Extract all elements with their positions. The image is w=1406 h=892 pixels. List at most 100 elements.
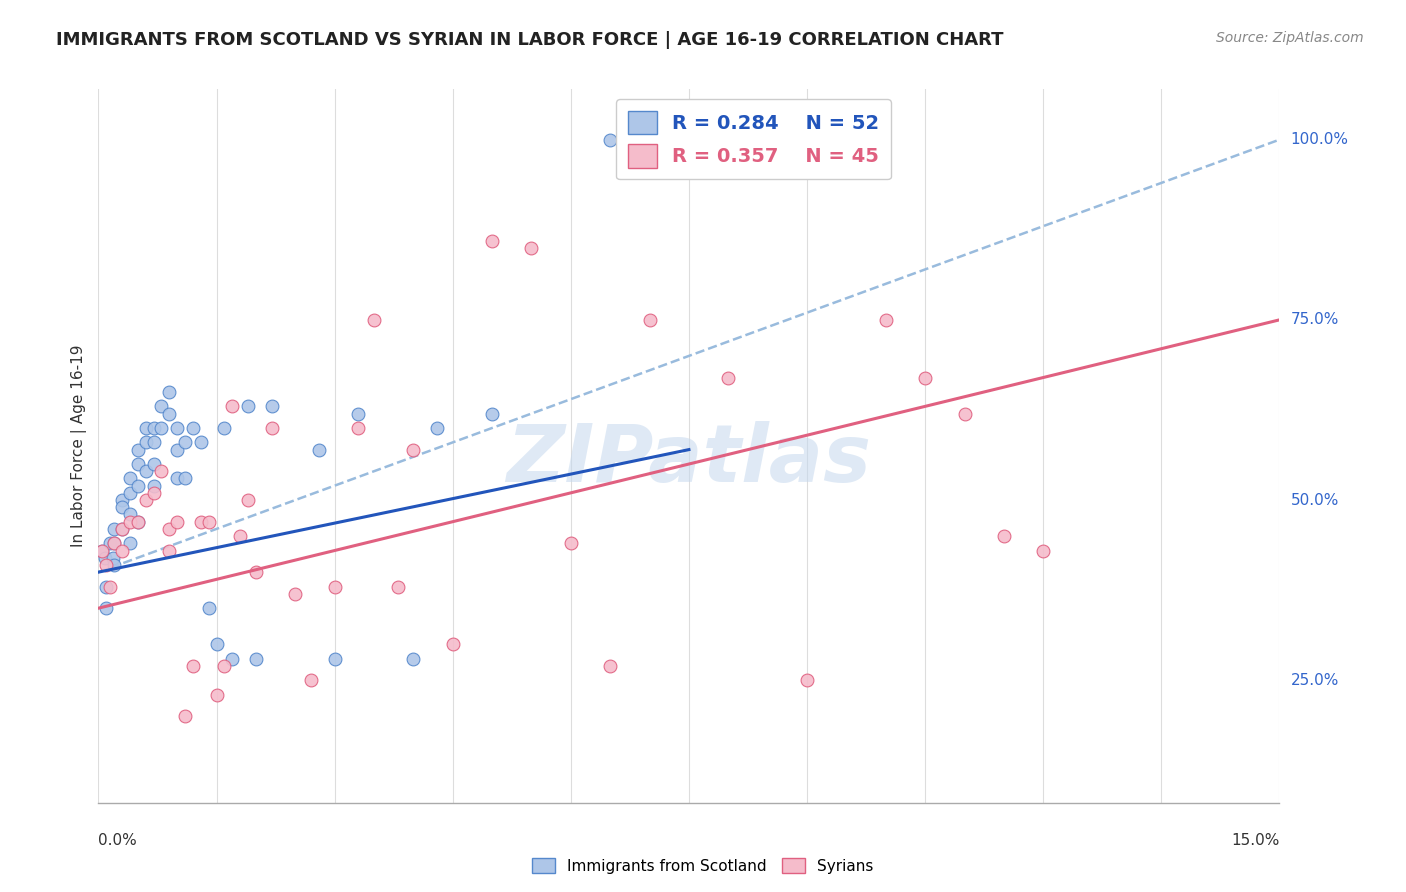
Point — [127, 478, 149, 492]
Point — [236, 400, 259, 414]
Point — [347, 421, 370, 435]
Point — [135, 421, 157, 435]
Point — [96, 580, 118, 594]
Point — [118, 471, 141, 485]
Point — [91, 543, 114, 558]
Point — [150, 421, 173, 435]
Point — [142, 457, 165, 471]
Point — [717, 370, 740, 384]
Point — [229, 529, 252, 543]
Text: ZIPatlas: ZIPatlas — [506, 421, 872, 500]
Point — [103, 536, 125, 550]
Text: 15.0%: 15.0% — [1232, 833, 1279, 848]
Point — [98, 536, 121, 550]
Text: IMMIGRANTS FROM SCOTLAND VS SYRIAN IN LABOR FORCE | AGE 16-19 CORRELATION CHART: IMMIGRANTS FROM SCOTLAND VS SYRIAN IN LA… — [56, 31, 1004, 49]
Point — [157, 522, 180, 536]
Point — [127, 515, 149, 529]
Point — [599, 133, 621, 147]
Point — [638, 313, 661, 327]
Legend: R = 0.284    N = 52, R = 0.357    N = 45: R = 0.284 N = 52, R = 0.357 N = 45 — [616, 99, 891, 179]
Point — [197, 515, 219, 529]
Point — [150, 400, 173, 414]
Text: 50.0%: 50.0% — [1291, 492, 1339, 508]
Point — [111, 543, 134, 558]
Point — [441, 637, 464, 651]
Text: 75.0%: 75.0% — [1291, 312, 1339, 327]
Point — [111, 493, 134, 508]
Point — [127, 442, 149, 457]
Point — [245, 651, 267, 665]
Point — [1032, 543, 1054, 558]
Point — [481, 407, 503, 421]
Point — [135, 464, 157, 478]
Point — [323, 651, 346, 665]
Point — [426, 421, 449, 435]
Point — [93, 550, 115, 565]
Point — [363, 313, 385, 327]
Point — [560, 536, 582, 550]
Point — [118, 515, 141, 529]
Point — [197, 601, 219, 615]
Point — [205, 637, 228, 651]
Point — [142, 486, 165, 500]
Point — [402, 651, 425, 665]
Point — [157, 407, 180, 421]
Point — [190, 435, 212, 450]
Point — [103, 536, 125, 550]
Point — [260, 421, 283, 435]
Point — [103, 522, 125, 536]
Point — [103, 558, 125, 572]
Point — [142, 435, 165, 450]
Point — [174, 471, 197, 485]
Text: 0.0%: 0.0% — [98, 833, 138, 848]
Point — [953, 407, 976, 421]
Point — [118, 486, 141, 500]
Point — [181, 421, 204, 435]
Point — [96, 558, 118, 572]
Point — [221, 400, 243, 414]
Point — [993, 529, 1015, 543]
Point — [111, 522, 134, 536]
Point — [166, 515, 188, 529]
Point — [127, 515, 149, 529]
Point — [796, 673, 818, 688]
Point — [166, 442, 188, 457]
Point — [236, 493, 259, 508]
Point — [299, 673, 322, 688]
Point — [323, 580, 346, 594]
Point — [157, 384, 180, 399]
Text: 25.0%: 25.0% — [1291, 673, 1339, 688]
Point — [118, 536, 141, 550]
Point — [308, 442, 330, 457]
Point — [599, 658, 621, 673]
Point — [118, 508, 141, 522]
Point — [98, 580, 121, 594]
Point — [96, 601, 118, 615]
Point — [174, 709, 197, 723]
Point — [245, 565, 267, 579]
Point — [135, 435, 157, 450]
Point — [284, 587, 307, 601]
Point — [174, 435, 197, 450]
Point — [214, 658, 236, 673]
Point — [111, 522, 134, 536]
Point — [387, 580, 409, 594]
Point — [190, 515, 212, 529]
Point — [101, 550, 124, 565]
Point — [91, 543, 114, 558]
Point — [127, 457, 149, 471]
Legend: Immigrants from Scotland, Syrians: Immigrants from Scotland, Syrians — [526, 852, 880, 880]
Point — [142, 421, 165, 435]
Point — [520, 241, 543, 255]
Point — [214, 421, 236, 435]
Point — [914, 370, 936, 384]
Point — [166, 471, 188, 485]
Text: 100.0%: 100.0% — [1291, 132, 1348, 147]
Point — [157, 543, 180, 558]
Point — [221, 651, 243, 665]
Point — [260, 400, 283, 414]
Point — [142, 478, 165, 492]
Point — [205, 688, 228, 702]
Text: Source: ZipAtlas.com: Source: ZipAtlas.com — [1216, 31, 1364, 45]
Point — [402, 442, 425, 457]
